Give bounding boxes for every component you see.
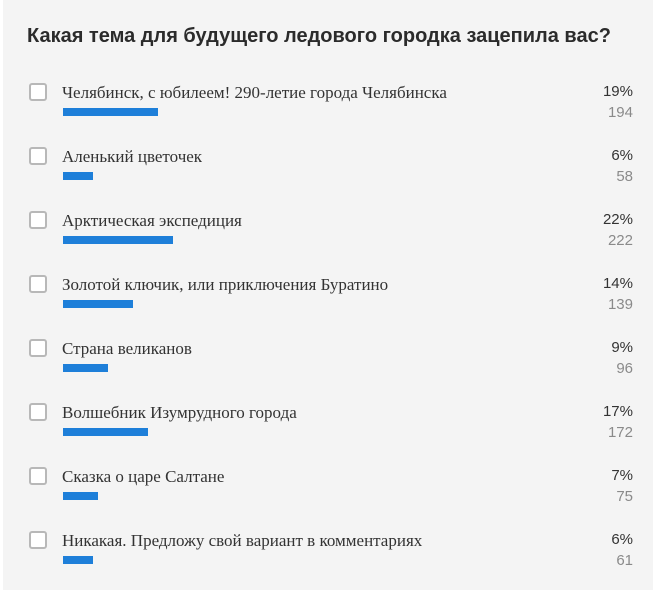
option-checkbox[interactable]: [29, 339, 47, 357]
option-result-bar: [63, 428, 148, 436]
option-checkbox[interactable]: [29, 147, 47, 165]
option-label[interactable]: Челябинск, с юбилеем! 290-летие города Ч…: [62, 83, 447, 102]
poll-question: Какая тема для будущего ледового городка…: [27, 25, 611, 47]
option-label[interactable]: Волшебник Изумрудного города: [62, 403, 297, 422]
option-label[interactable]: Арктическая экспедиция: [62, 211, 242, 230]
option-checkbox[interactable]: [29, 467, 47, 485]
option-percent: 7%: [611, 467, 633, 484]
option-result-bar: [63, 172, 93, 180]
option-checkbox[interactable]: [29, 275, 47, 293]
option-vote-count: 139: [607, 296, 633, 313]
option-result-bar: [63, 108, 158, 116]
option-result-bar: [63, 236, 173, 244]
poll-option-8[interactable]: Никакая. Предложу свой вариант в коммент…: [3, 531, 653, 595]
option-checkbox[interactable]: [29, 403, 47, 421]
option-percent: 14%: [602, 275, 633, 292]
option-vote-count: 58: [616, 168, 633, 185]
poll-option-6[interactable]: Волшебник Изумрудного города 17% 172: [3, 403, 653, 467]
option-label[interactable]: Страна великанов: [62, 339, 192, 358]
option-vote-count: 61: [616, 552, 633, 569]
option-result-bar: [63, 364, 108, 372]
option-label[interactable]: Золотой ключик, или приключения Буратино: [62, 275, 389, 294]
option-label[interactable]: Аленький цветочек: [62, 147, 203, 166]
option-checkbox[interactable]: [29, 531, 47, 549]
option-percent: 6%: [611, 147, 633, 164]
option-vote-count: 75: [616, 488, 633, 505]
poll-option-4[interactable]: Золотой ключик, или приключения Буратино…: [3, 275, 653, 339]
option-percent: 22%: [602, 211, 633, 228]
poll-option-7[interactable]: Сказка о царе Салтане 7% 75: [3, 467, 653, 531]
option-percent: 19%: [602, 83, 633, 100]
option-percent: 9%: [611, 339, 633, 356]
option-vote-count: 222: [607, 232, 633, 249]
poll-option-3[interactable]: Арктическая экспедиция 22% 222: [3, 211, 653, 275]
option-label[interactable]: Никакая. Предложу свой вариант в коммент…: [62, 531, 423, 550]
option-result-bar: [63, 556, 93, 564]
option-percent: 17%: [602, 403, 633, 420]
poll-widget: Какая тема для будущего ледового городка…: [3, 0, 653, 590]
option-label[interactable]: Сказка о царе Салтане: [62, 467, 225, 486]
option-vote-count: 96: [616, 360, 633, 377]
option-vote-count: 172: [607, 424, 633, 441]
option-result-bar: [63, 300, 133, 308]
option-result-bar: [63, 492, 98, 500]
option-checkbox[interactable]: [29, 211, 47, 229]
poll-option-5[interactable]: Страна великанов 9% 96: [3, 339, 653, 403]
poll-option-1[interactable]: Челябинск, с юбилеем! 290-летие города Ч…: [3, 83, 653, 147]
option-vote-count: 194: [607, 104, 633, 121]
option-checkbox[interactable]: [29, 83, 47, 101]
option-percent: 6%: [611, 531, 633, 548]
poll-option-2[interactable]: Аленький цветочек 6% 58: [3, 147, 653, 211]
